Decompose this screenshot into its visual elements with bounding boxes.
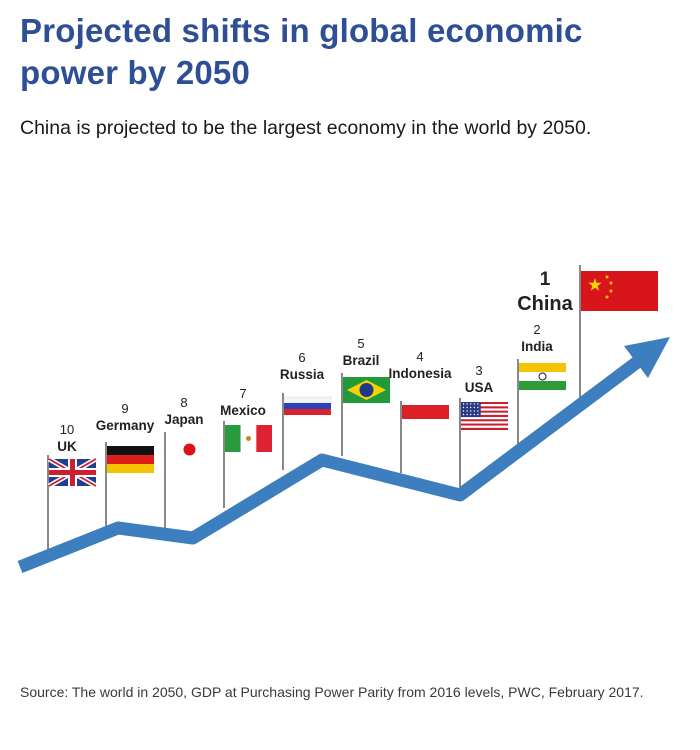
rank-number: 5 [357, 336, 364, 351]
china-flag [581, 271, 658, 311]
trend-arrowhead [624, 337, 670, 378]
country-label: UK [57, 439, 77, 454]
rank-number: 4 [416, 349, 423, 364]
rank-number: 7 [239, 386, 246, 401]
country-label: Russia [280, 367, 325, 382]
flags [47, 271, 658, 489]
chart-subtitle: China is projected to be the largest eco… [20, 117, 592, 139]
country-label: India [521, 339, 553, 354]
trend-line [17, 354, 644, 574]
rank-number: 10 [60, 422, 74, 437]
rank-number: 9 [121, 401, 128, 416]
source-note: Source: The world in 2050, GDP at Purcha… [20, 684, 644, 700]
rank-number: 8 [180, 395, 187, 410]
country-label: Brazil [343, 353, 380, 368]
japan-flag [166, 436, 213, 463]
flag-poles [47, 265, 581, 553]
rank-number: 1 [540, 269, 551, 290]
germany-flag [107, 446, 154, 473]
rank-number: 2 [533, 322, 540, 337]
country-label: USA [465, 380, 494, 395]
country-label: Indonesia [388, 366, 452, 381]
indonesia-flag [402, 405, 449, 419]
brazil-flag [343, 377, 390, 403]
russia-flag [283, 396, 332, 415]
rank-number: 6 [298, 350, 305, 365]
mexico-flag [225, 425, 272, 452]
country-label: Mexico [220, 403, 266, 418]
chart-title: Projected shifts in global economic powe… [20, 12, 583, 91]
rank-number: 3 [475, 363, 482, 378]
trend-arrow [17, 337, 670, 574]
uk-flag [47, 456, 98, 489]
rank-labels: 10 UK 9 Germany 8 Japan 7 Mexico 6 Russia 5 Brazil 4… [57, 269, 573, 454]
country-label: Japan [164, 412, 203, 427]
india-flag [519, 363, 566, 390]
usa-flag [461, 402, 508, 430]
ranking-chart: 10 UK 9 Germany 8 Japan 7 Mexico 6 Russia 5 Brazil 4… [17, 265, 670, 574]
country-label: China [517, 293, 573, 315]
country-label: Germany [96, 418, 155, 433]
